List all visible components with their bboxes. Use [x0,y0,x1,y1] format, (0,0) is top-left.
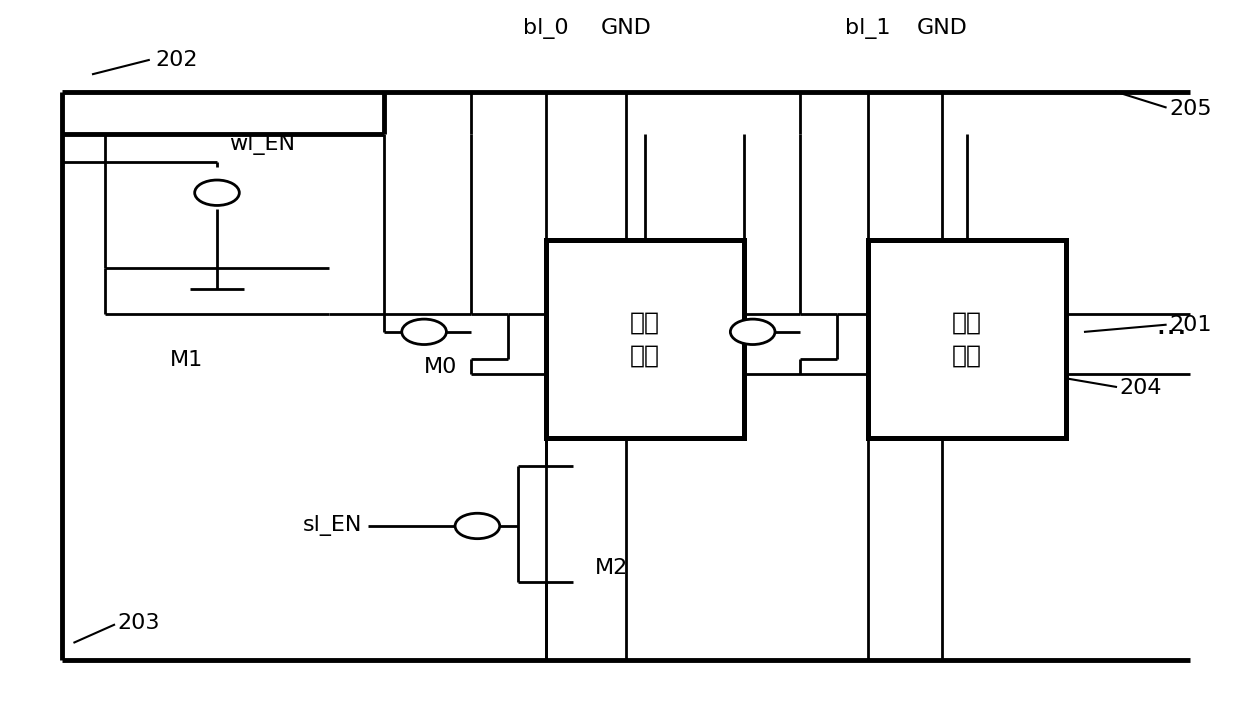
Text: 203: 203 [118,614,160,633]
Circle shape [402,319,446,345]
Text: bl_0: bl_0 [523,18,568,39]
Text: GND: GND [600,18,652,38]
Text: wl_EN: wl_EN [229,134,295,155]
Text: 补偿
单元: 补偿 单元 [952,310,982,368]
Text: GND: GND [916,18,968,38]
Text: bl_1: bl_1 [846,18,890,39]
FancyBboxPatch shape [868,240,1066,438]
Text: 202: 202 [155,50,197,70]
Circle shape [730,319,775,345]
Text: sl_EN: sl_EN [303,515,362,537]
FancyBboxPatch shape [546,240,744,438]
Circle shape [195,180,239,205]
Text: M2: M2 [595,558,629,578]
Text: ...: ... [1156,309,1188,341]
Text: 201: 201 [1169,315,1211,335]
Text: 补偿
单元: 补偿 单元 [630,310,660,368]
Text: M0: M0 [424,357,456,377]
Text: M1: M1 [170,350,202,370]
Text: 204: 204 [1120,378,1162,398]
Text: 205: 205 [1169,99,1211,119]
Circle shape [455,513,500,539]
